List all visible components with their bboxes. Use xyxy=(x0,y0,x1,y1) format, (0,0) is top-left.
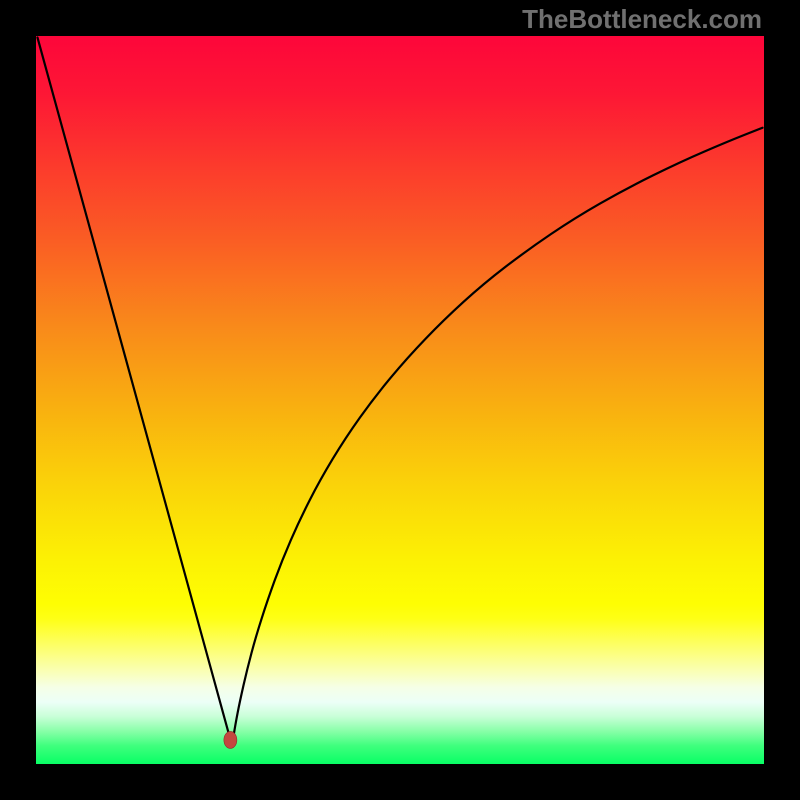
watermark-text: TheBottleneck.com xyxy=(522,4,762,35)
gradient-background xyxy=(36,36,764,764)
valley-marker xyxy=(224,731,237,748)
chart-frame xyxy=(0,0,800,800)
chart-svg xyxy=(36,36,764,764)
